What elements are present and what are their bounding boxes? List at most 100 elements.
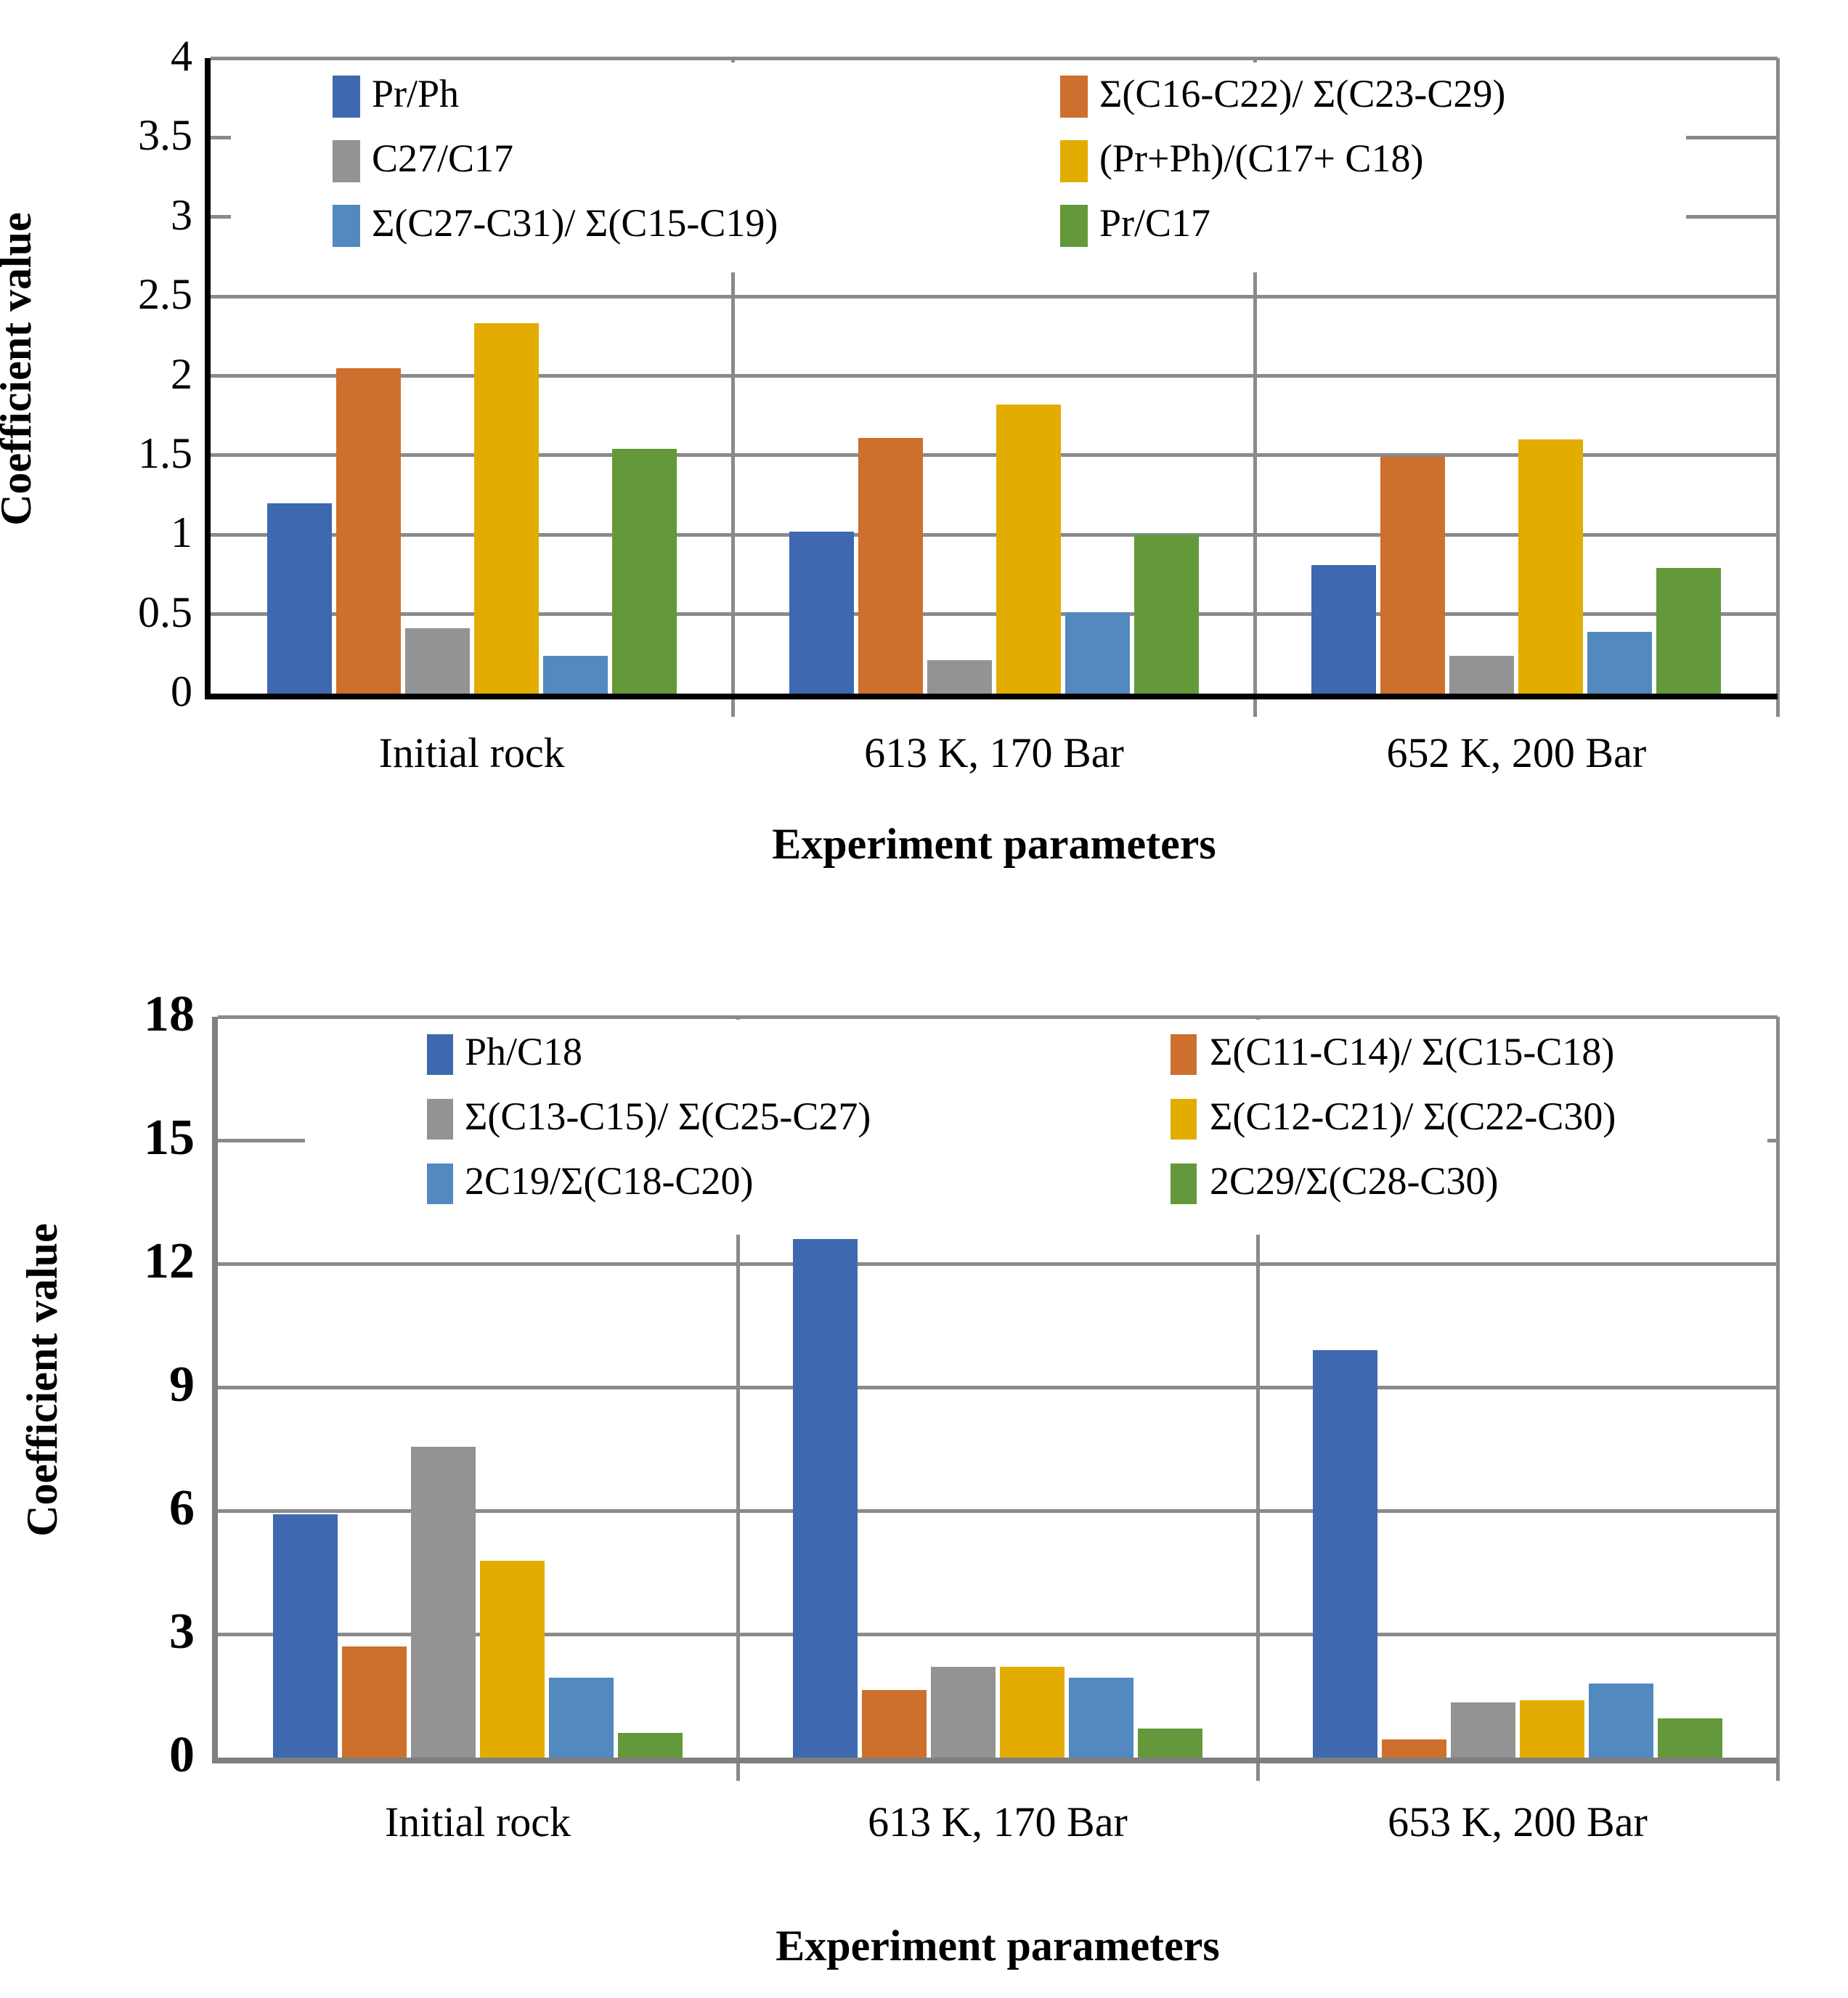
- y-tick-label: 0: [169, 1726, 195, 1783]
- legend-swatch: [1171, 1034, 1197, 1075]
- y-axis-title: Coefficient value: [0, 211, 40, 526]
- y-gridline: [211, 612, 1778, 617]
- bar: [1658, 1718, 1722, 1758]
- category-label: Initial rock: [384, 1798, 571, 1846]
- legend-swatch: [1060, 205, 1088, 247]
- bar: [1065, 612, 1130, 694]
- legend-label: Pr/C17: [1099, 200, 1211, 245]
- legend-label: 2C19/Σ(C18-C20): [465, 1158, 754, 1203]
- bar: [858, 437, 923, 694]
- y-gridline: [218, 1015, 1778, 1019]
- category-label: 613 K, 170 Bar: [864, 729, 1124, 777]
- bar: [1449, 655, 1515, 694]
- y-axis-title: Coefficient value: [18, 1223, 66, 1537]
- bar: [549, 1677, 614, 1758]
- category-separator: [1255, 1017, 1260, 1781]
- bar: [273, 1514, 338, 1758]
- y-axis: [205, 58, 211, 699]
- category-separator: [730, 58, 735, 717]
- y-gridline: [211, 56, 1778, 60]
- y-gridline: [218, 1508, 1778, 1513]
- y-tick-label: 3: [171, 190, 192, 239]
- bar: [862, 1689, 927, 1758]
- legend-swatch: [427, 1099, 453, 1140]
- legend-label: 2C29/Σ(C28-C30): [1210, 1158, 1499, 1203]
- bar: [1311, 564, 1377, 694]
- bar: [335, 367, 401, 694]
- category-separator: [1775, 58, 1780, 717]
- x-axis: [212, 1758, 1778, 1763]
- category-label: 653 K, 200 Bar: [1388, 1798, 1648, 1846]
- y-gridline: [218, 1385, 1778, 1389]
- bar: [1520, 1699, 1584, 1758]
- bar: [1069, 1677, 1133, 1758]
- bar: [1518, 439, 1584, 694]
- bar: [611, 449, 677, 694]
- y-tick-label: 1: [171, 508, 192, 557]
- y-gridline: [211, 532, 1778, 537]
- legend-swatch: [1060, 140, 1088, 182]
- bar: [1313, 1350, 1377, 1758]
- category-separator: [1253, 58, 1258, 717]
- y-tick-label: 2.5: [138, 270, 192, 319]
- legend-label: Σ(C16-C22)/ Σ(C23-C29): [1099, 71, 1506, 115]
- bar: [404, 628, 470, 694]
- bar: [473, 323, 539, 694]
- bar: [1380, 457, 1446, 694]
- y-tick-label: 18: [144, 986, 195, 1042]
- bar: [1382, 1739, 1446, 1758]
- legend-swatch: [427, 1164, 453, 1204]
- y-tick-label: 12: [144, 1232, 195, 1289]
- category-label: Initial rock: [378, 729, 565, 777]
- legend-label: C27/C17: [372, 136, 514, 180]
- legend-swatch: [333, 76, 360, 118]
- legend-label: Pr/Ph: [372, 71, 460, 115]
- x-axis-title: Experiment parameters: [776, 1922, 1220, 1970]
- legend-swatch: [333, 140, 360, 182]
- y-gridline: [218, 1632, 1778, 1636]
- legend-label: Σ(C11-C14)/ Σ(C15-C18): [1210, 1029, 1615, 1073]
- legend-label: Σ(C12-C21)/ Σ(C22-C30): [1210, 1094, 1616, 1138]
- legend-label: Σ(C27-C31)/ Σ(C15-C19): [372, 200, 778, 245]
- bar: [266, 503, 332, 694]
- legend-swatch: [1171, 1164, 1197, 1204]
- y-gridline: [218, 1262, 1778, 1266]
- y-tick-label: 15: [144, 1109, 195, 1166]
- legend-swatch: [427, 1034, 453, 1075]
- bar: [342, 1646, 407, 1758]
- y-tick-label: 1.5: [138, 429, 192, 477]
- y-tick-label: 6: [169, 1479, 195, 1536]
- y-tick-label: 3.5: [138, 111, 192, 160]
- legend: [305, 1020, 1767, 1235]
- y-tick-label: 9: [169, 1356, 195, 1413]
- category-label: 652 K, 200 Bar: [1386, 729, 1647, 777]
- y-gridline: [211, 453, 1778, 458]
- bar: [927, 660, 992, 694]
- y-tick-label: 2: [171, 349, 192, 398]
- x-axis-title: Experiment parameters: [772, 820, 1216, 868]
- bar: [1134, 535, 1199, 694]
- legend-swatch: [333, 205, 360, 247]
- y-tick-label: 0.5: [138, 588, 192, 636]
- bar: [789, 531, 854, 694]
- y-tick-label: 0: [171, 667, 192, 715]
- bar: [618, 1733, 683, 1758]
- bar: [931, 1667, 996, 1758]
- bar: [480, 1561, 545, 1758]
- bar: [542, 655, 608, 694]
- x-axis: [205, 694, 1778, 699]
- legend-label: Σ(C13-C15)/ Σ(C25-C27): [465, 1094, 871, 1138]
- legend: [231, 62, 1686, 272]
- category-separator: [736, 1017, 740, 1781]
- legend-swatch: [1171, 1099, 1197, 1140]
- y-axis: [212, 1017, 218, 1763]
- legend-label: Ph/C18: [465, 1029, 583, 1073]
- bar: [411, 1447, 476, 1758]
- y-tick-label: 4: [171, 32, 192, 80]
- category-label: 613 K, 170 Bar: [868, 1798, 1128, 1846]
- bar: [1000, 1667, 1065, 1758]
- category-separator: [1775, 1017, 1780, 1781]
- bar: [1587, 631, 1653, 694]
- bar: [996, 404, 1061, 694]
